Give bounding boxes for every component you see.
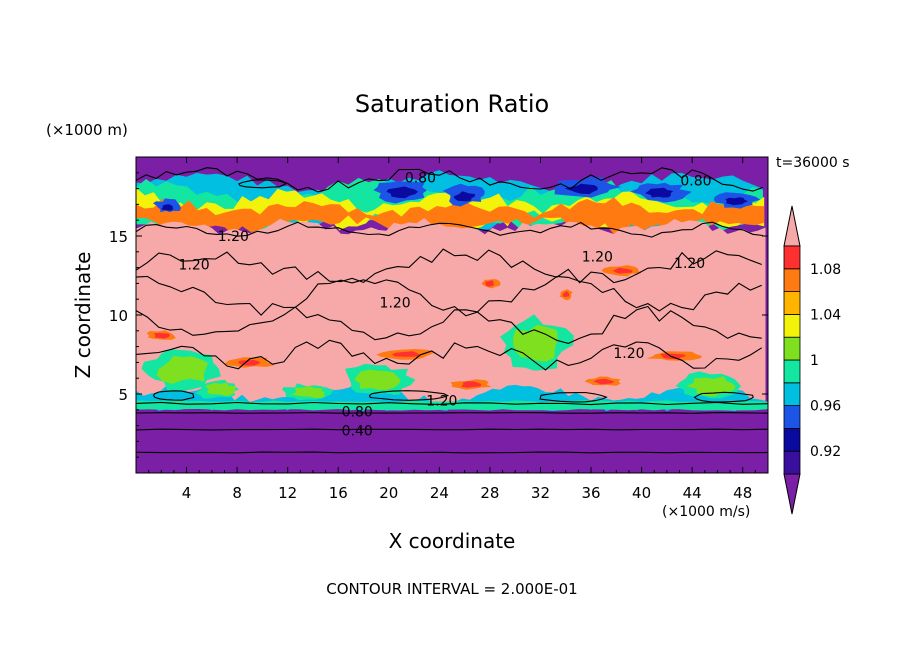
contour-label: 1.20 <box>218 229 249 245</box>
contour-label: 1.20 <box>674 256 705 272</box>
colorbar: 0.92 0.96 1 1.04 1.08 <box>783 205 841 515</box>
contour-label: 1.20 <box>426 393 457 409</box>
x-axis-title: X coordinate <box>389 529 516 553</box>
colorbar-top-arrow <box>783 205 801 247</box>
supersaturation-streak-core <box>660 353 687 360</box>
contour-line <box>136 167 764 193</box>
colorbar-tick-label: 0.96 <box>810 399 841 415</box>
contour-label: 1.20 <box>582 250 613 266</box>
upper-darkblue-pocket <box>725 197 749 206</box>
colorbar-bin <box>783 450 801 475</box>
contour-label: 0.40 <box>342 423 373 439</box>
supersaturation-streak-core <box>153 332 171 339</box>
x-tick-label: 12 <box>278 484 297 502</box>
supersaturation-streak-core <box>485 280 494 287</box>
contour-label: 0.80 <box>405 171 436 187</box>
colorbar-tick-label: 1.08 <box>810 262 841 278</box>
contour-label: 0.80 <box>342 404 373 420</box>
upper-darkblue-pocket <box>564 183 598 195</box>
supersaturation-streak-core <box>612 267 634 274</box>
colorbar-tick-label: 1 <box>810 353 819 369</box>
y-tick-label: 15 <box>109 228 128 246</box>
supersaturation-streak-core <box>593 378 615 385</box>
contour-labels: 0.80 0.80 1.20 1.20 1.20 1.20 1.20 1.20 1.20 0.80… <box>179 171 712 440</box>
colorbar-bin <box>783 268 801 292</box>
mid-cloud-core <box>290 386 325 399</box>
contour-line <box>136 305 762 344</box>
mid-cloud-core <box>204 382 236 396</box>
contour-label: 0.80 <box>680 174 711 190</box>
field-regions <box>136 170 768 412</box>
contour-line <box>136 451 768 454</box>
contour-line <box>136 401 768 406</box>
contour-loop <box>539 391 608 403</box>
y-tick-label: 10 <box>109 307 128 325</box>
chart-title: Saturation Ratio <box>355 90 549 118</box>
contour-line <box>136 248 762 284</box>
contour-line <box>136 412 768 414</box>
x-tick-label: 20 <box>379 484 398 502</box>
contour-lines <box>136 167 768 454</box>
upper-darkblue-pocket <box>453 191 475 202</box>
upper-darkblue-pocket <box>386 186 419 199</box>
contour-line <box>136 428 768 431</box>
contour-line <box>136 339 762 371</box>
x-tick-label: 48 <box>733 484 752 502</box>
colorbar-bin <box>783 336 801 361</box>
contour-loop <box>368 390 450 401</box>
lower-green-strip <box>136 400 768 411</box>
mid-cloud-core <box>686 376 736 397</box>
y-axis-title: Z coordinate <box>71 252 95 379</box>
colorbar-bin <box>783 405 801 429</box>
x-tick-label: 28 <box>480 484 499 502</box>
contour-line <box>136 275 762 317</box>
y-unit-label: (×1000 m) <box>46 121 128 139</box>
contour-loop <box>152 390 195 401</box>
colorbar-bin <box>783 291 801 315</box>
colorbar-tick-label: 1.04 <box>810 307 841 323</box>
mid-cloud-core <box>156 355 208 384</box>
contour-loop <box>238 179 287 189</box>
contour-line <box>136 221 763 238</box>
upper-darkblue-pocket <box>161 204 174 211</box>
contour-label: 1.20 <box>380 295 411 311</box>
x-axis-ticks: 4 8 12 16 20 24 28 32 36 40 44 48 <box>148 157 756 502</box>
upper-darkblue-pocket <box>645 187 674 198</box>
contour-interval-note: CONTOUR INTERVAL = 2.000E-01 <box>326 580 577 598</box>
contour-label: 1.20 <box>613 346 644 362</box>
x-tick-label: 8 <box>232 484 242 502</box>
x-unit-label: (×1000 m/s) <box>662 504 750 520</box>
colorbar-bin <box>783 245 801 270</box>
colorbar-bin <box>783 427 801 452</box>
time-label: t=36000 s <box>776 155 850 171</box>
x-tick-label: 36 <box>581 484 600 502</box>
x-tick-label: 16 <box>329 484 348 502</box>
y-axis-ticks: 5 10 15 <box>109 172 768 458</box>
mid-cloud-core <box>354 369 401 390</box>
x-tick-label: 44 <box>683 484 702 502</box>
colorbar-tick-label: 0.92 <box>810 444 841 460</box>
colorbar-bin <box>783 313 801 338</box>
x-tick-label: 4 <box>182 484 192 502</box>
plot-area: 0.80 0.80 1.20 1.20 1.20 1.20 1.20 1.20 1.20 0.80… <box>136 157 768 473</box>
supersaturation-streak-core <box>562 291 570 297</box>
x-tick-label: 24 <box>430 484 449 502</box>
supersaturation-streak-core <box>461 381 482 388</box>
upper-orange-band <box>136 197 765 235</box>
x-tick-label: 32 <box>531 484 550 502</box>
y-tick-label: 5 <box>118 386 128 404</box>
colorbar-bin <box>783 382 801 406</box>
colorbar-bin <box>783 359 801 384</box>
supersaturation-streak-core <box>391 351 421 357</box>
colorbar-bottom-arrow <box>783 473 801 515</box>
x-tick-label: 40 <box>632 484 651 502</box>
contour-loop <box>693 391 754 403</box>
contour-label: 1.20 <box>179 257 210 273</box>
